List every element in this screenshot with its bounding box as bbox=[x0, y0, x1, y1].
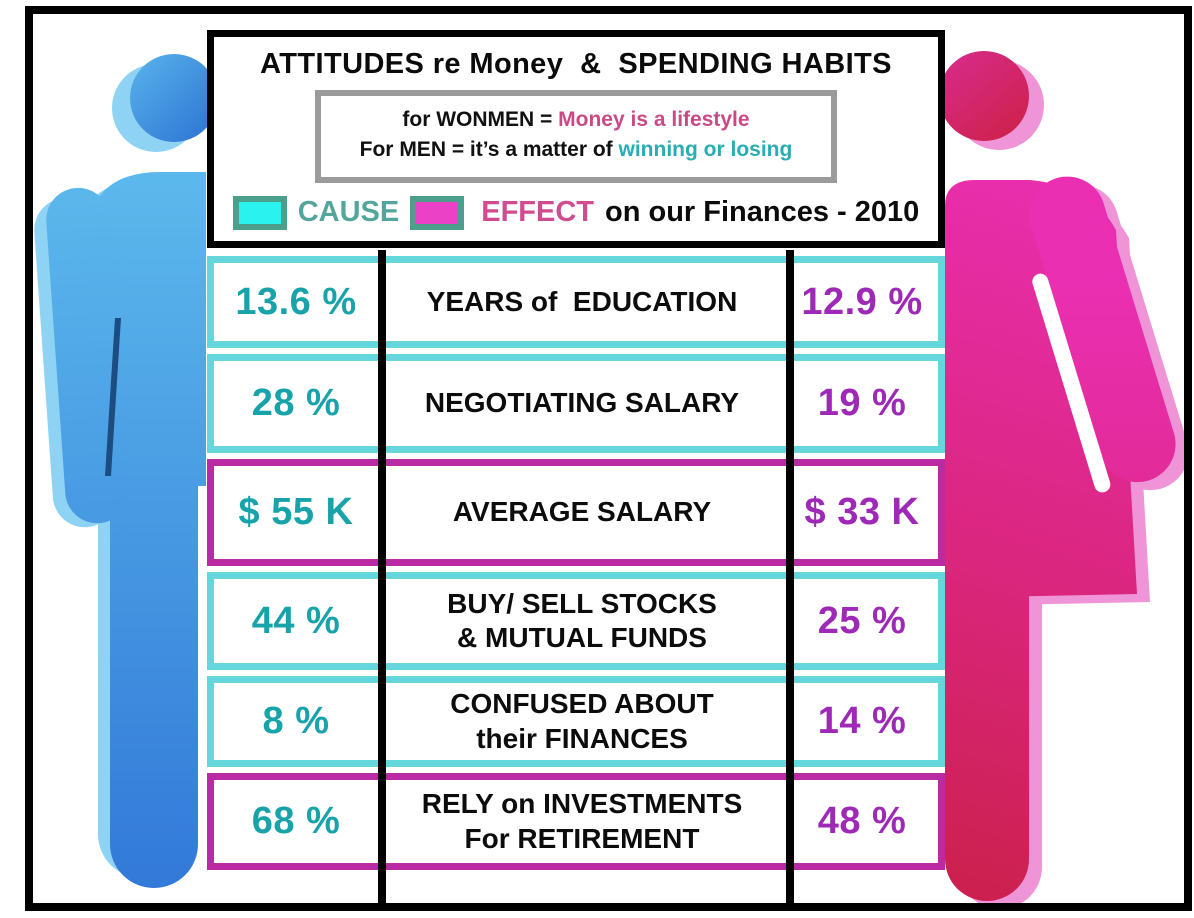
women-value: 14 % bbox=[817, 700, 907, 742]
women-value: 19 % bbox=[817, 382, 907, 424]
legend-effect-label: EFFECT bbox=[481, 196, 595, 229]
effect-color-swatch bbox=[410, 195, 465, 230]
row-label: NEGOTIATING SALARY bbox=[424, 387, 740, 419]
female-figure-head bbox=[939, 51, 1029, 141]
legend-suffix: on our Finances - 2010 bbox=[605, 196, 920, 229]
subtitle-box: for WONMEN = Money is a lifestyle For ME… bbox=[315, 90, 837, 183]
men-value: 13.6 % bbox=[235, 280, 357, 323]
table-row-stocks-funds: 44 % BUY/ SELL STOCKS & MUTUAL FUNDS 25 … bbox=[207, 572, 945, 670]
row-label: AVERAGE SALARY bbox=[452, 496, 712, 528]
row-label: BUY/ SELL STOCKS & MUTUAL FUNDS bbox=[447, 587, 717, 653]
header-box: ATTITUDES re Money & SPENDING HABITS for… bbox=[207, 30, 945, 248]
column-divider-left bbox=[378, 250, 386, 906]
table-row-education: 13.6 % YEARS of EDUCATION 12.9 % bbox=[207, 256, 945, 348]
women-value: 12.9 % bbox=[801, 280, 923, 323]
subtitle-line-women: for WONMEN = Money is a lifestyle bbox=[325, 105, 827, 135]
legend-cause-label: CAUSE bbox=[297, 196, 400, 229]
men-value: 8 % bbox=[262, 700, 330, 742]
women-value: $ 33 K bbox=[804, 491, 920, 533]
comparison-table: 13.6 % YEARS of EDUCATION 12.9 % 28 % NE… bbox=[207, 256, 945, 876]
women-value: 48 % bbox=[817, 800, 907, 842]
column-divider-right bbox=[786, 250, 794, 906]
page-title: ATTITUDES re Money & SPENDING HABITS bbox=[260, 48, 892, 80]
subtitle-men-highlight: winning or losing bbox=[618, 138, 793, 162]
legend: CAUSE EFFECT on our Finances - 2010 bbox=[214, 195, 938, 230]
female-figure-illustration bbox=[939, 51, 1189, 909]
men-value: 28 % bbox=[251, 382, 341, 424]
row-label: RELY on INVESTMENTS For RETIREMENT bbox=[421, 788, 743, 854]
cause-color-swatch bbox=[232, 195, 287, 230]
subtitle-men-prefix: For MEN = it’s a matter of bbox=[359, 138, 619, 162]
subtitle-women-highlight: Money is a lifestyle bbox=[558, 108, 750, 131]
men-value: 68 % bbox=[251, 800, 341, 842]
men-value: 44 % bbox=[251, 599, 341, 642]
male-figure-illustration bbox=[34, 54, 218, 888]
subtitle-line-men: For MEN = it’s a matter of winning or lo… bbox=[325, 135, 827, 165]
row-label: CONFUSED ABOUT their FINANCES bbox=[450, 688, 714, 754]
subtitle-women-prefix: for WONMEN = bbox=[402, 108, 559, 131]
row-label: YEARS of EDUCATION bbox=[426, 285, 738, 317]
table-row-average-salary: $ 55 K AVERAGE SALARY $ 33 K bbox=[207, 459, 945, 566]
table-row-retirement-investments: 68 % RELY on INVESTMENTS For RETIREMENT … bbox=[207, 773, 945, 870]
men-value: $ 55 K bbox=[238, 491, 354, 533]
table-row-confused-finances: 8 % CONFUSED ABOUT their FINANCES 14 % bbox=[207, 676, 945, 767]
women-value: 25 % bbox=[817, 599, 907, 642]
table-row-negotiating-salary: 28 % NEGOTIATING SALARY 19 % bbox=[207, 354, 945, 453]
male-figure-head bbox=[130, 54, 218, 142]
